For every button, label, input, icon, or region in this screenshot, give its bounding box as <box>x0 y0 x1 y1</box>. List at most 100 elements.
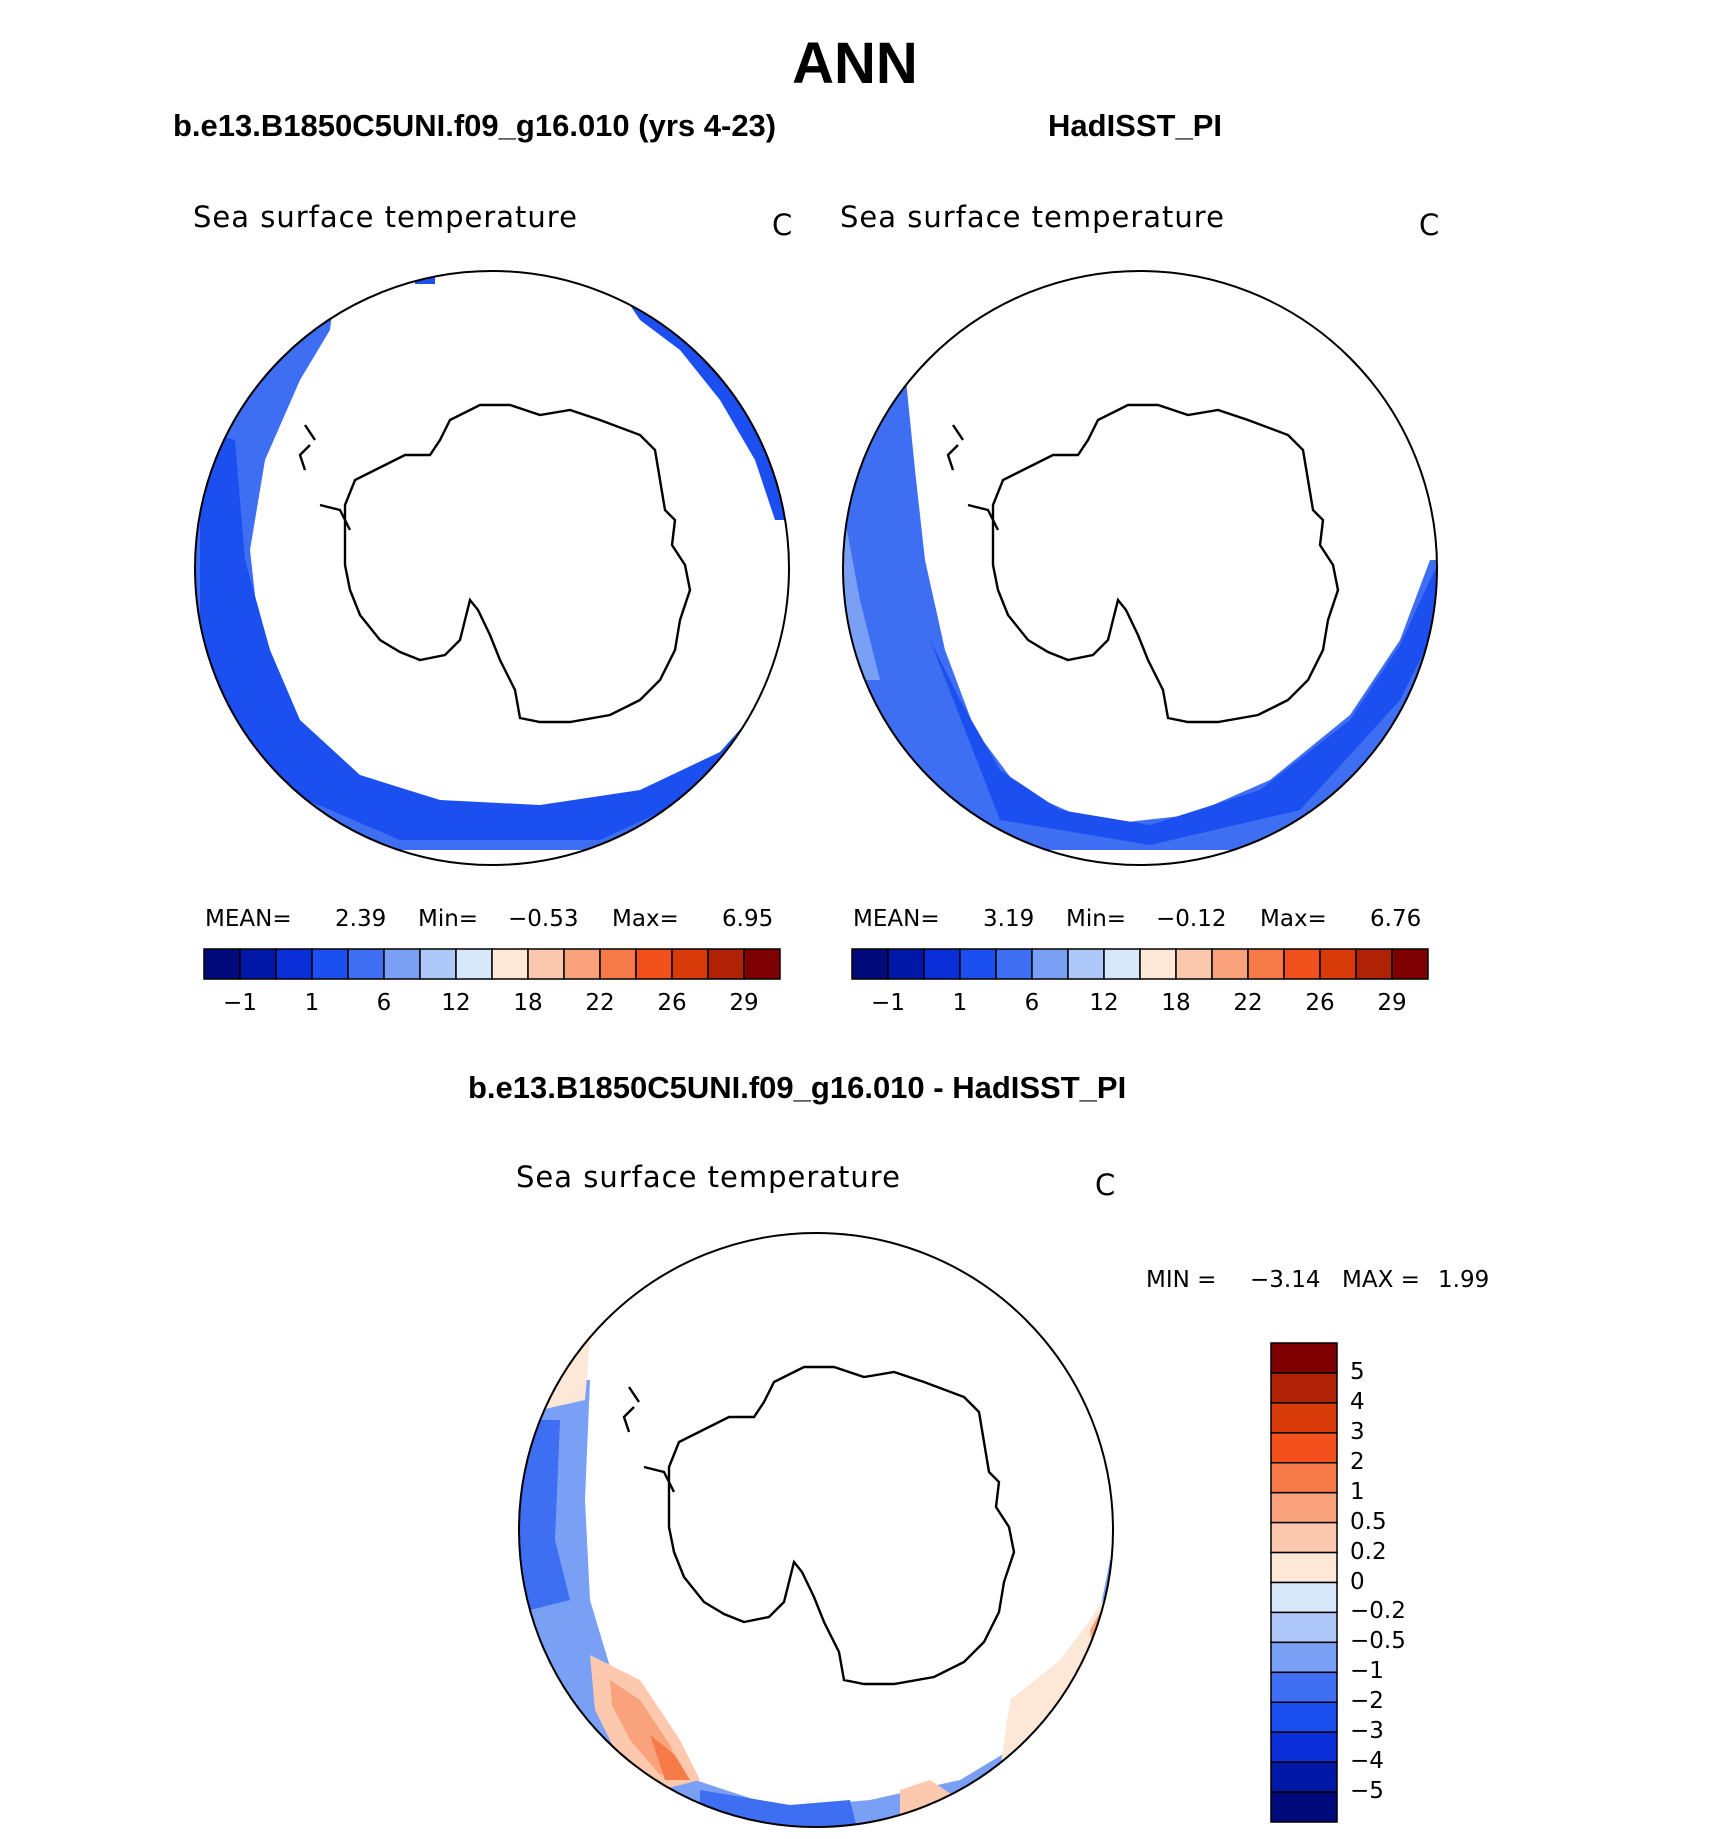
diff-colorbar-tick-label: −5 <box>1350 1778 1384 1805</box>
obs-colorbar-tick-label: 26 <box>1305 990 1335 1016</box>
diff-colorbar-tick-label: −3 <box>1350 1718 1384 1745</box>
obs-colorbar-swatch <box>923 948 961 980</box>
diff-field-west-edge <box>530 1340 590 1410</box>
diff-field-blue <box>519 1380 1113 1827</box>
diff-colorbar-swatch <box>1270 1581 1338 1614</box>
model-coastline <box>298 403 692 724</box>
diff-min-label: MIN = <box>1146 1267 1217 1293</box>
obs-colorbar-tick-label: 22 <box>1233 990 1263 1016</box>
model-sst-field-ne <box>620 290 789 520</box>
model-colorbar-tick-label: 26 <box>657 990 687 1016</box>
obs-colorbar-swatch <box>1283 948 1321 980</box>
obs-colorbar-swatch <box>1391 948 1429 980</box>
model-colorbar-tick-label: 18 <box>513 990 543 1016</box>
model-colorbar-ticks: −1 1 6 12 18 22 26 29 <box>204 990 780 1020</box>
diff-colorbar-swatch <box>1270 1372 1338 1404</box>
model-variable-label: Sea surface temperature <box>193 200 578 234</box>
diff-colorbar-tick-label: 0 <box>1350 1568 1365 1595</box>
diff-colorbar-ticks: 5 4 3 2 1 0.5 0.2 0 −0.2 −0.5 −1 −2 −3 −4 −5 <box>1350 1343 1450 1822</box>
model-colorbar-tick-label: 22 <box>585 990 615 1016</box>
model-colorbar <box>203 948 781 980</box>
obs-colorbar-tick-label: 18 <box>1161 990 1191 1016</box>
figure-title: ANN <box>792 31 918 96</box>
model-mean-value: 2.39 <box>335 906 387 932</box>
diff-colorbar-tick-label: 1 <box>1350 1478 1365 1505</box>
diff-colorbar-swatch <box>1270 1611 1338 1644</box>
obs-colorbar-tick-label: 6 <box>1024 990 1040 1016</box>
obs-colorbar-swatch <box>1103 948 1141 980</box>
obs-colorbar-swatch <box>1355 948 1393 980</box>
model-mean-label: MEAN= <box>205 906 292 932</box>
obs-coastline <box>946 403 1340 724</box>
diff-field-blue-lower <box>700 1790 860 1827</box>
model-colorbar-swatch <box>563 948 601 980</box>
obs-mean-value: 3.19 <box>983 906 1035 932</box>
diff-colorbar-swatch <box>1270 1491 1338 1524</box>
diff-colorbar-tick-label: 4 <box>1350 1388 1365 1415</box>
model-min-label: Min= <box>418 906 479 932</box>
obs-max-label: Max= <box>1260 906 1327 932</box>
model-units-label: C <box>772 208 793 242</box>
model-colorbar-swatch <box>491 948 529 980</box>
obs-mean-label: MEAN= <box>853 906 940 932</box>
diff-colorbar-swatch <box>1270 1402 1338 1434</box>
diff-colorbar-tick-label: −2 <box>1350 1688 1384 1715</box>
diff-colorbar-tick-label: 0.5 <box>1350 1508 1387 1535</box>
diff-colorbar-swatch <box>1270 1701 1338 1733</box>
diff-min-value: −3.14 <box>1250 1267 1321 1293</box>
diff-units-label: C <box>1095 1168 1116 1202</box>
model-max-value: 6.95 <box>722 906 774 932</box>
diff-colorbar-swatch <box>1270 1521 1338 1554</box>
obs-colorbar-tick-label: 29 <box>1377 990 1407 1016</box>
model-colorbar-tick-label: 1 <box>304 990 320 1016</box>
obs-sst-field-inner <box>930 560 1437 845</box>
diff-colorbar-swatch <box>1270 1791 1338 1823</box>
model-colorbar-swatch <box>347 948 385 980</box>
model-colorbar-swatch <box>239 948 277 980</box>
obs-min-label: Min= <box>1066 906 1127 932</box>
diff-colorbar-swatch <box>1270 1641 1338 1674</box>
model-colorbar-swatch <box>743 948 781 980</box>
obs-colorbar <box>851 948 1429 980</box>
diff-colorbar-tick-label: −4 <box>1350 1748 1384 1775</box>
obs-units-label: C <box>1419 208 1440 242</box>
diff-colorbar-swatch <box>1270 1551 1338 1584</box>
model-colorbar-swatch <box>383 948 421 980</box>
diff-colorbar-tick-label: 3 <box>1350 1418 1365 1445</box>
model-colorbar-tick-label: 29 <box>729 990 759 1016</box>
diff-max-label: MAX = <box>1342 1267 1420 1293</box>
model-colorbar-swatch <box>455 948 493 980</box>
model-colorbar-swatch <box>635 948 673 980</box>
diff-field-warm-core <box>650 1735 690 1780</box>
obs-colorbar-ticks: −1 1 6 12 18 22 26 29 <box>852 990 1428 1020</box>
diff-colorbar-tick-label: 5 <box>1350 1358 1365 1385</box>
obs-colorbar-tick-label: −1 <box>871 990 905 1016</box>
model-case-title: b.e13.B1850C5UNI.f09_g16.010 (yrs 4-23) <box>173 108 777 143</box>
diff-coastline <box>622 1365 1016 1686</box>
obs-colorbar-swatch <box>1211 948 1249 980</box>
diff-colorbar-swatch <box>1270 1761 1338 1793</box>
diff-colorbar-tick-label: 2 <box>1350 1448 1365 1475</box>
diff-colorbar-swatch <box>1270 1462 1338 1494</box>
model-colorbar-tick-label: 12 <box>441 990 471 1016</box>
model-colorbar-swatch <box>311 948 349 980</box>
diff-colorbar-swatch <box>1270 1731 1338 1763</box>
model-colorbar-tick-label: −1 <box>223 990 257 1016</box>
obs-colorbar-swatch <box>995 948 1033 980</box>
model-colorbar-swatch <box>707 948 745 980</box>
model-max-label: Max= <box>612 906 679 932</box>
diff-colorbar-tick-label: −1 <box>1350 1658 1384 1685</box>
model-colorbar-swatch <box>203 948 241 980</box>
model-colorbar-tick-label: 6 <box>376 990 392 1016</box>
diff-colorbar-swatch <box>1270 1432 1338 1464</box>
diff-colorbar-tick-label: −0.2 <box>1350 1598 1406 1625</box>
obs-sst-field-edge <box>843 520 880 680</box>
diff-colorbar-swatch <box>1270 1671 1338 1703</box>
obs-variable-label: Sea surface temperature <box>840 200 1225 234</box>
obs-colorbar-swatch <box>887 948 925 980</box>
diff-colorbar-swatch <box>1270 1342 1338 1374</box>
diff-variable-label: Sea surface temperature <box>516 1160 901 1194</box>
